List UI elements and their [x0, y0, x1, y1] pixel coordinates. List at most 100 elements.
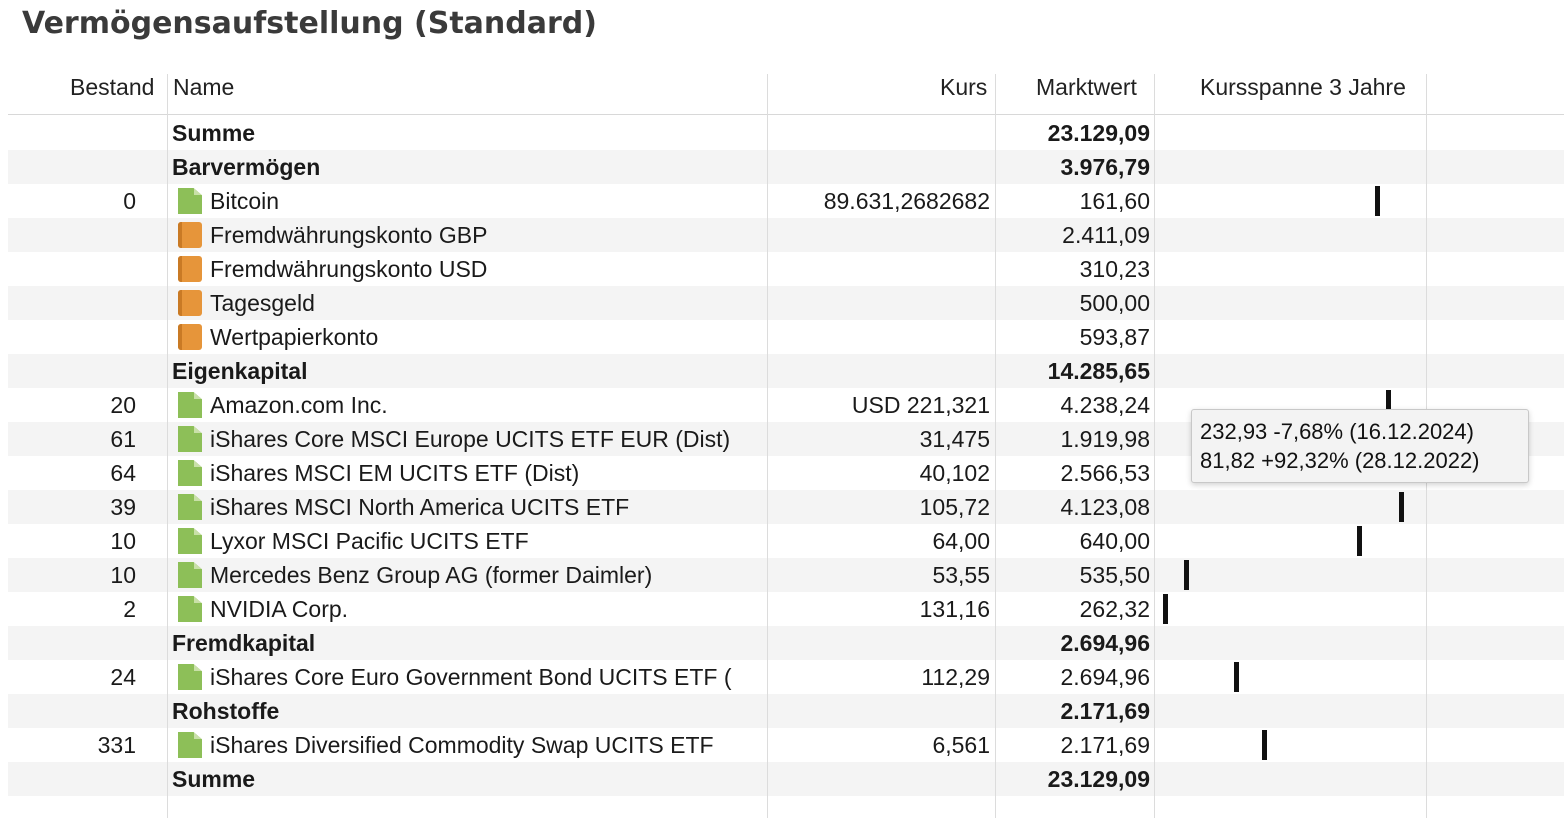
bestand-cell: 331 — [97, 732, 136, 758]
table-row[interactable]: 10 Lyxor MSCI Pacific UCITS ETF 64,00 640,0… — [8, 524, 1564, 558]
price-range-marker[interactable] — [1262, 730, 1268, 760]
marktwert-cell: 2.566,53 — [1060, 460, 1150, 486]
document-icon — [178, 494, 202, 520]
column-header-kursspanne[interactable]: Kursspanne 3 Jahre — [1200, 74, 1406, 100]
tooltip-low-line: 81,82 +92,32% (28.12.2022) — [1200, 448, 1480, 473]
marktwert-cell: 1.919,98 — [1060, 426, 1150, 452]
group-row[interactable]: Rohstoffe 2.171,69 — [8, 694, 1564, 728]
name-cell: NVIDIA Corp. — [210, 596, 349, 622]
marktwert-cell: 2.171,69 — [1060, 732, 1150, 758]
table-row[interactable]: 24 iShares Core Euro Government Bond UCIT… — [8, 660, 1564, 694]
table-row[interactable]: 39 iShares MSCI North America UCITS ETF 10… — [8, 490, 1564, 524]
column-divider — [167, 74, 168, 818]
table-row[interactable]: 331 iShares Diversified Commodity Swap UC… — [8, 728, 1564, 762]
kurs-cell: 131,16 — [919, 596, 990, 622]
group-row[interactable]: Fremdkapital 2.694,96 — [8, 626, 1564, 660]
bestand-cell: 2 — [123, 596, 136, 622]
document-icon — [178, 596, 202, 622]
page-title: Vermögensaufstellung (Standard) — [22, 6, 597, 41]
name-cell: Summe — [172, 120, 256, 146]
bestand-cell: 64 — [110, 460, 136, 486]
price-range-tooltip: 232,93 -7,68% (16.12.2024) 81,82 +92,32%… — [1191, 409, 1529, 483]
price-range-marker[interactable] — [1183, 560, 1189, 590]
column-header-kurs[interactable]: Kurs — [940, 74, 988, 100]
table-row[interactable]: 0 Bitcoin 89.631,2682682 161,60 — [8, 184, 1564, 218]
bestand-cell: 10 — [110, 528, 136, 554]
folder-icon — [178, 290, 202, 316]
table-row[interactable]: 64 iShares MSCI EM UCITS ETF (Dist) 40,102… — [8, 456, 1564, 490]
table-row[interactable]: Fremdwährungskonto USD 310,23 — [8, 252, 1564, 286]
marktwert-cell: 2.694,96 — [1060, 664, 1150, 690]
price-range-marker[interactable] — [1375, 186, 1381, 216]
document-icon — [178, 188, 202, 214]
marktwert-cell: 2.171,69 — [1060, 698, 1150, 724]
name-cell: Tagesgeld — [210, 290, 315, 316]
name-cell: iShares MSCI North America UCITS ETF — [210, 494, 630, 520]
marktwert-cell: 2.694,96 — [1060, 630, 1150, 656]
table-row[interactable]: Fremdwährungskonto GBP 2.411,09 — [8, 218, 1564, 252]
marktwert-cell: 23.129,09 — [1047, 766, 1150, 792]
asset-table: Summe 23.129,09 Barvermögen 3.976,79 0 Bitcoi… — [8, 116, 1564, 796]
group-row[interactable]: Summe 23.129,09 — [8, 762, 1564, 796]
price-range-marker[interactable] — [1385, 390, 1391, 420]
name-cell: Fremdwährungskonto GBP — [210, 222, 488, 248]
group-row[interactable]: Barvermögen 3.976,79 — [8, 150, 1564, 184]
document-icon — [178, 562, 202, 588]
kurs-cell: 40,102 — [919, 460, 990, 486]
table-row[interactable]: 10 Mercedes Benz Group AG (former Daimler… — [8, 558, 1564, 592]
kurs-cell: 6,561 — [932, 732, 990, 758]
column-divider — [1154, 74, 1155, 818]
folder-icon — [178, 324, 202, 350]
kurs-cell: USD 221,321 — [851, 392, 990, 418]
bestand-cell: 61 — [110, 426, 136, 452]
document-icon — [178, 392, 202, 418]
marktwert-cell: 262,32 — [1079, 596, 1150, 622]
folder-icon — [178, 256, 202, 282]
group-row[interactable]: Eigenkapital 14.285,65 — [8, 354, 1564, 388]
document-icon — [178, 664, 202, 690]
bestand-cell: 39 — [110, 494, 136, 520]
marktwert-cell: 593,87 — [1079, 324, 1150, 350]
name-cell: iShares Core Euro Government Bond UCITS … — [210, 664, 732, 690]
marktwert-cell: 4.238,24 — [1060, 392, 1150, 418]
document-icon — [178, 528, 202, 554]
name-cell: iShares Core MSCI Europe UCITS ETF EUR (… — [210, 426, 731, 452]
kurs-cell: 105,72 — [919, 494, 990, 520]
name-cell: Amazon.com Inc. — [210, 392, 388, 418]
tooltip-high-line: 232,93 -7,68% (16.12.2024) — [1200, 419, 1474, 444]
table-row[interactable]: 2 NVIDIA Corp. 131,16 262,32 — [8, 592, 1564, 626]
kurs-cell: 112,29 — [921, 664, 990, 690]
kurs-cell: 64,00 — [932, 528, 990, 554]
table-row[interactable]: Tagesgeld 500,00 — [8, 286, 1564, 320]
name-cell: iShares Diversified Commodity Swap UCITS… — [210, 732, 714, 758]
folder-icon — [178, 222, 202, 248]
marktwert-cell: 3.976,79 — [1060, 154, 1150, 180]
table-row[interactable]: 20 Amazon.com Inc. USD 221,321 4.238,24 — [8, 388, 1564, 422]
kurs-cell: 53,55 — [932, 562, 990, 588]
marktwert-cell: 23.129,09 — [1047, 120, 1150, 146]
column-divider — [767, 74, 768, 818]
column-header-marktwert[interactable]: Marktwert — [1036, 74, 1137, 100]
table-row[interactable]: Wertpapierkonto 593,87 — [8, 320, 1564, 354]
kurs-cell: 31,475 — [919, 426, 990, 452]
name-cell: Wertpapierkonto — [210, 324, 379, 350]
bestand-cell: 10 — [110, 562, 136, 588]
price-range-marker[interactable] — [1356, 526, 1362, 556]
name-cell: Eigenkapital — [172, 358, 308, 384]
marktwert-cell: 2.411,09 — [1062, 222, 1150, 248]
marktwert-cell: 161,60 — [1079, 188, 1150, 214]
name-cell: Rohstoffe — [172, 698, 280, 724]
document-icon — [178, 732, 202, 758]
header-divider — [8, 114, 1564, 115]
name-cell: Summe — [172, 766, 256, 792]
marktwert-cell: 640,00 — [1079, 528, 1150, 554]
marktwert-cell: 310,23 — [1079, 256, 1150, 282]
price-range-marker[interactable] — [1162, 594, 1168, 624]
name-cell: iShares MSCI EM UCITS ETF (Dist) — [210, 460, 580, 486]
column-header-bestand[interactable]: Bestand — [70, 74, 155, 100]
group-row[interactable]: Summe 23.129,09 — [8, 116, 1564, 150]
column-header-name[interactable]: Name — [173, 74, 235, 100]
price-range-marker[interactable] — [1233, 662, 1239, 692]
price-range-marker[interactable] — [1398, 492, 1404, 522]
marktwert-cell: 535,50 — [1079, 562, 1150, 588]
